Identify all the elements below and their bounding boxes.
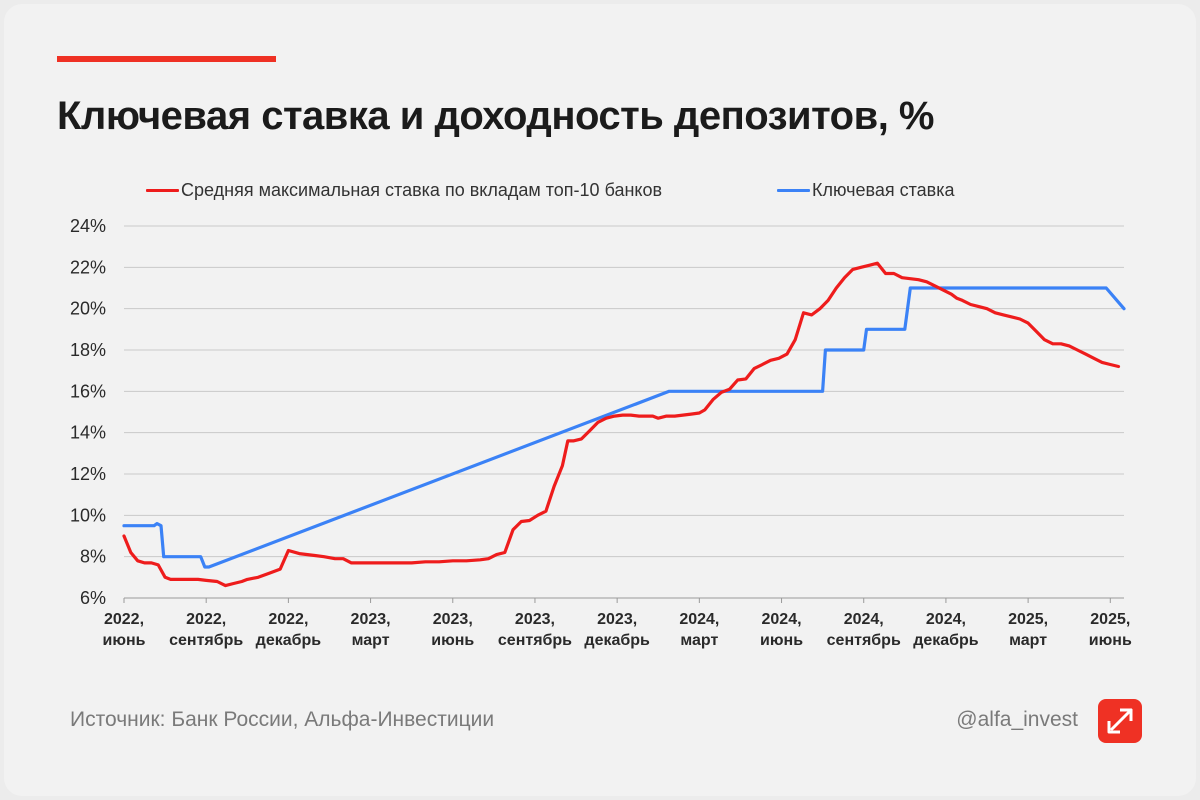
x-tick-label-month: декабрь [913,632,979,649]
chart-legend: Средняя максимальная ставка по вкладам т… [0,180,1200,206]
x-tick-label-month: декабрь [256,632,322,649]
x-tick-label-year: 2024, [844,611,884,628]
x-tick-label-month: сентябрь [169,632,243,649]
social-handle[interactable]: @alfa_invest [956,708,1078,731]
x-tick-label-month: декабрь [584,632,650,649]
x-tick-label-month: сентябрь [498,632,572,649]
x-tick-label-year: 2023, [351,611,391,628]
y-tick-label: 6% [80,588,106,608]
y-tick-label: 14% [70,423,106,443]
x-tick-label-year: 2022, [104,611,144,628]
x-tick-label-year: 2024, [679,611,719,628]
x-tick-label-year: 2022, [186,611,226,628]
x-tick-label-month: июнь [1089,632,1132,649]
legend-item-key-rate: Ключевая ставка [777,180,955,201]
y-tick-label: 16% [70,381,106,401]
legend-item-deposit: Средняя максимальная ставка по вкладам т… [146,180,662,201]
legend-swatch-deposit [146,189,179,192]
x-tick-label-year: 2022, [268,611,308,628]
x-tick-label-month: март [352,632,390,649]
y-tick-label: 18% [70,340,106,360]
x-tick-label-year: 2025, [1090,611,1130,628]
x-tick-label-month: июнь [431,632,474,649]
legend-label-key-rate: Ключевая ставка [812,180,955,200]
chart-title: Ключевая ставка и доходность депозитов, … [57,94,934,138]
deposit-rate-line [122,261,1121,588]
y-tick-label: 10% [70,505,106,525]
x-tick-label-year: 2023, [597,611,637,628]
y-tick-label: 12% [70,464,106,484]
x-tick-label-year: 2023, [515,611,555,628]
x-tick-label-year: 2023, [433,611,473,628]
x-tick-label-month: март [1009,632,1047,649]
legend-label-deposit: Средняя максимальная ставка по вкладам т… [181,180,663,200]
accent-bar [57,56,276,62]
y-tick-label: 8% [80,547,106,567]
x-tick-label-month: март [680,632,718,649]
alfa-logo-icon [1098,699,1142,743]
y-tick-label: 24% [70,216,106,236]
source-note: Источник: Банк России, Альфа-Инвестиции [70,708,495,731]
x-tick-label-year: 2024, [762,611,802,628]
y-tick-label: 20% [70,299,106,319]
x-tick-label-month: июнь [103,632,146,649]
key-rate-line [122,286,1126,569]
x-tick-label-year: 2024, [926,611,966,628]
x-tick-label-year: 2025, [1008,611,1048,628]
x-tick-label-month: июнь [760,632,803,649]
chart-card [4,4,1196,796]
x-tick-label-month: сентябрь [827,632,901,649]
y-tick-label: 22% [70,257,106,277]
legend-swatch-key-rate [777,189,810,192]
